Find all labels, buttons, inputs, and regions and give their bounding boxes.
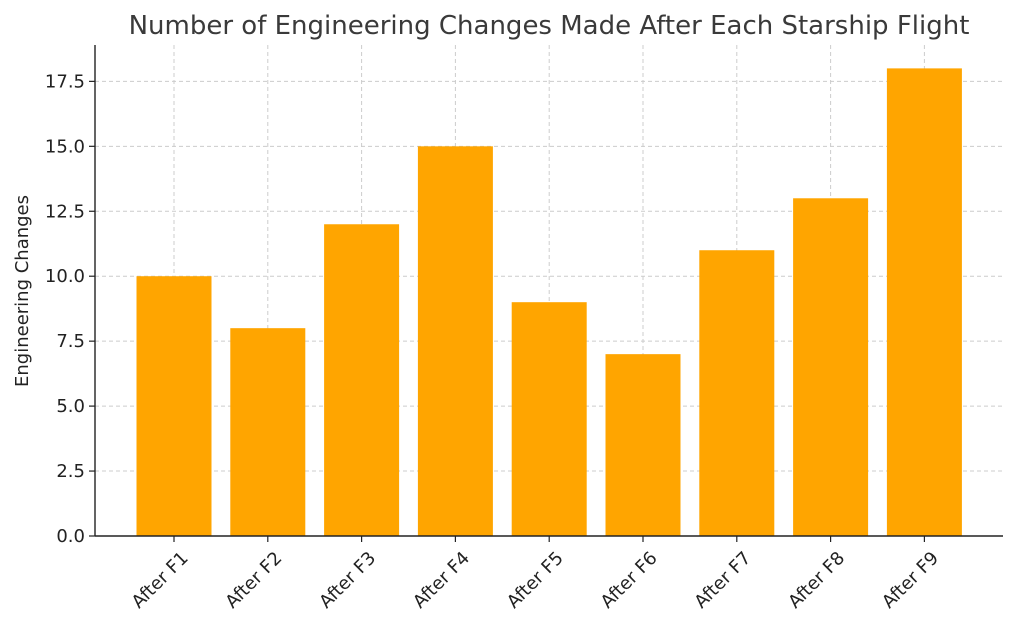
x-ticks-layer: After F1 After F2 After F3 After F4 After F5… xyxy=(128,536,943,613)
bar-after-f4 xyxy=(417,146,493,537)
y-tick-label: 0.0 xyxy=(56,526,85,547)
y-tick-label: 7.5 xyxy=(56,331,85,352)
x-tick-label: After F9 xyxy=(878,548,943,613)
bar-after-f9 xyxy=(886,68,962,536)
y-ticks-layer: 0.0 2.5 5.0 7.5 10.0 12.5 15.0 17.5 xyxy=(45,71,95,547)
bar-after-f2 xyxy=(230,328,306,536)
x-tick-label: After F7 xyxy=(690,548,755,613)
bar-after-f3 xyxy=(324,224,400,536)
y-axis-label: Engineering Changes xyxy=(12,195,33,387)
x-tick-label: After F1 xyxy=(128,548,193,613)
bar-after-f1 xyxy=(136,276,212,536)
x-tick-label: After F6 xyxy=(597,548,662,613)
x-tick-label: After F3 xyxy=(315,548,380,613)
bar-after-f5 xyxy=(511,302,587,536)
y-tick-label: 2.5 xyxy=(56,461,85,482)
x-tick-label: After F2 xyxy=(221,548,286,613)
bar-after-f7 xyxy=(699,250,775,537)
y-tick-label: 10.0 xyxy=(45,266,85,287)
y-tick-label: 15.0 xyxy=(45,136,85,157)
y-tick-label: 5.0 xyxy=(56,396,85,417)
x-tick-label: After F4 xyxy=(409,548,474,613)
bar-after-f8 xyxy=(793,198,869,536)
x-tick-label: After F8 xyxy=(784,548,849,613)
chart-title: Number of Engineering Changes Made After… xyxy=(129,11,970,41)
bars-layer xyxy=(136,68,962,537)
bar-after-f6 xyxy=(605,354,681,536)
y-tick-label: 17.5 xyxy=(45,71,85,92)
x-tick-label: After F5 xyxy=(503,548,568,613)
y-tick-label: 12.5 xyxy=(45,201,85,222)
